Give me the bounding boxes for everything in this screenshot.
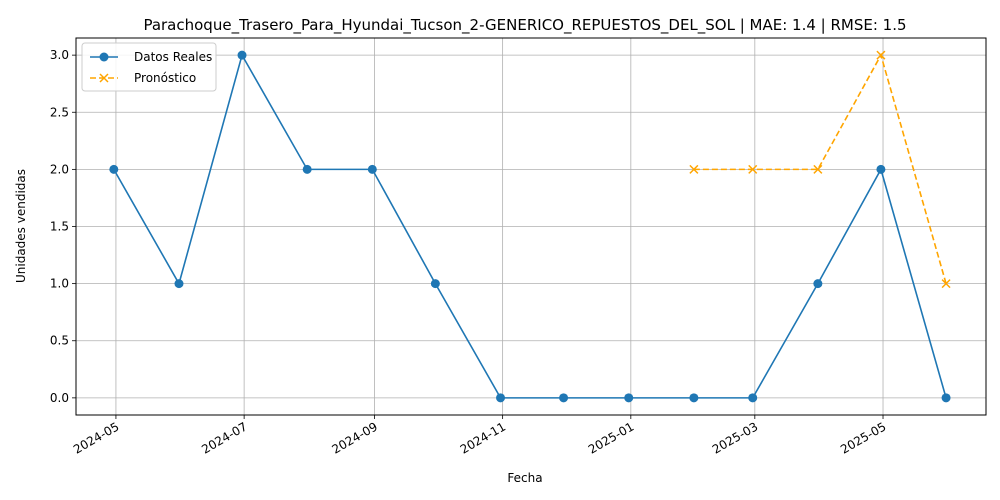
x-tick-label: 2025-03 <box>710 419 760 456</box>
data-point <box>624 393 634 403</box>
data-point <box>813 164 823 174</box>
data-point <box>941 393 951 403</box>
x-tick-label: 2024-09 <box>330 419 380 456</box>
y-tick-label: 1.0 <box>50 277 69 291</box>
y-axis: 0.0 0.5 1.0 1.5 2.0 2.5 3.0 <box>50 48 76 405</box>
legend-box <box>81 42 217 92</box>
legend-label: Datos Reales <box>134 50 212 64</box>
y-tick-label: 0.5 <box>50 334 69 348</box>
x-tick-label: 2024-05 <box>71 419 121 456</box>
series-line <box>113 53 947 399</box>
data-point <box>876 164 886 174</box>
data-point <box>430 279 440 289</box>
y-tick-label: 1.5 <box>50 220 69 234</box>
y-tick-label: 0.0 <box>50 391 69 405</box>
x-tick-label: 2024-11 <box>458 419 508 456</box>
data-point <box>689 393 699 403</box>
series-0 <box>109 50 951 403</box>
legend-marker <box>99 52 109 62</box>
legend: Datos Reales Pronóstico <box>81 42 217 92</box>
legend-item: Datos Reales <box>90 50 212 64</box>
x-tick-label: 2025-05 <box>838 419 888 456</box>
data-point <box>367 164 377 174</box>
y-axis-label: Unidades vendidas <box>14 169 28 283</box>
data-point <box>748 393 758 403</box>
x-axis: 2024-05 2024-07 2024-09 2024-11 2025-01 2025-… <box>71 415 889 457</box>
series-1 <box>689 50 951 289</box>
data-point <box>559 393 569 403</box>
x-axis-label: Fecha <box>507 471 542 485</box>
y-tick-label: 2.5 <box>50 105 69 119</box>
y-tick-label: 3.0 <box>50 48 69 62</box>
series-line <box>693 53 947 284</box>
legend-item: Pronóstico <box>90 71 196 85</box>
data-point <box>237 50 247 60</box>
chart-title: Parachoque_Trasero_Para_Hyundai_Tucson_2… <box>143 16 906 35</box>
data-point <box>748 164 758 174</box>
x-tick-label: 2025-01 <box>586 419 636 456</box>
data-point <box>813 279 823 289</box>
grid-lines <box>76 38 986 415</box>
legend-marker <box>99 73 109 83</box>
x-tick-label: 2024-07 <box>199 419 249 456</box>
y-tick-label: 2.0 <box>50 162 69 176</box>
legend-label: Pronóstico <box>134 71 196 85</box>
data-point <box>876 50 886 60</box>
series-layer <box>109 50 951 403</box>
data-point <box>302 164 312 174</box>
data-point <box>174 279 184 289</box>
data-point <box>109 164 119 174</box>
data-point <box>941 279 951 289</box>
data-point <box>689 164 699 174</box>
data-point <box>496 393 506 403</box>
